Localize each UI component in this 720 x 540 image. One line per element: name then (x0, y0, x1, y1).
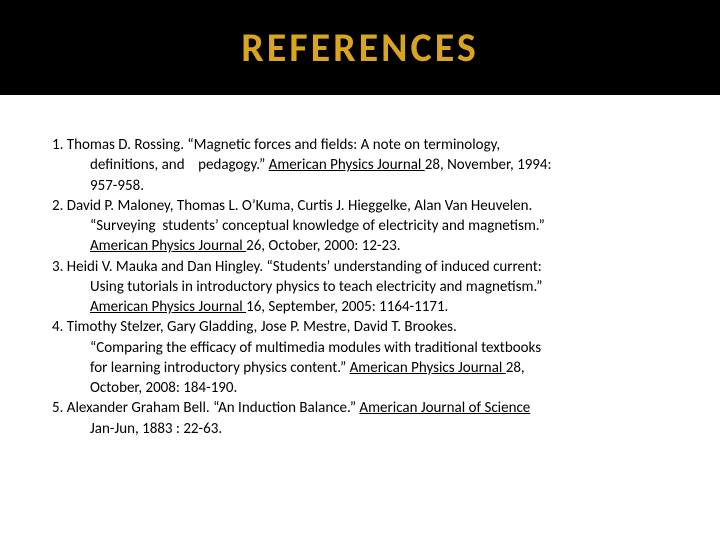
ref4-line1: 4. Timothy Stelzer, Gary Gladding, Jose … (52, 317, 668, 337)
reference-4: 4. Timothy Stelzer, Gary Gladding, Jose … (52, 317, 668, 398)
ref3-line1: 3. Heidi V. Mauka and Dan Hingley. “Stud… (52, 257, 668, 277)
reference-3: 3. Heidi V. Mauka and Dan Hingley. “Stud… (52, 257, 668, 318)
ref1-line1: 1. Thomas D. Rossing. “Magnetic forces a… (52, 135, 668, 155)
ref5-line2: Jan-Jun, 1883 : 22-63. (52, 419, 668, 439)
ref3-line3: American Physics Journal 16, September, … (52, 297, 668, 317)
ref4-line2: “Comparing the efficacy of multimedia mo… (52, 338, 668, 358)
reference-1: 1. Thomas D. Rossing. “Magnetic forces a… (52, 135, 668, 196)
ref1-line2: definitions, and pedagogy.” American Phy… (52, 155, 668, 175)
reference-5: 5. Alexander Graham Bell. “An Induction … (52, 398, 668, 439)
ref5-line1: 5. Alexander Graham Bell. “An Induction … (52, 398, 668, 418)
ref3-line2: Using tutorials in introductory physics … (52, 277, 668, 297)
page-title: REFERENCES (241, 23, 478, 72)
reference-2: 2. David P. Maloney, Thomas L. O’Kuma, C… (52, 196, 668, 257)
references-content: 1. Thomas D. Rossing. “Magnetic forces a… (0, 95, 720, 459)
ref4-line4: October, 2008: 184-190. (52, 378, 668, 398)
ref2-line2: “Surveying students’ conceptual knowledg… (52, 216, 668, 236)
ref2-line3: American Physics Journal 26, October, 20… (52, 236, 668, 256)
ref4-line3: for learning introductory physics conten… (52, 358, 668, 378)
ref1-line3: 957-958. (52, 176, 668, 196)
title-bar: REFERENCES (0, 0, 720, 95)
ref2-line1: 2. David P. Maloney, Thomas L. O’Kuma, C… (52, 196, 668, 216)
